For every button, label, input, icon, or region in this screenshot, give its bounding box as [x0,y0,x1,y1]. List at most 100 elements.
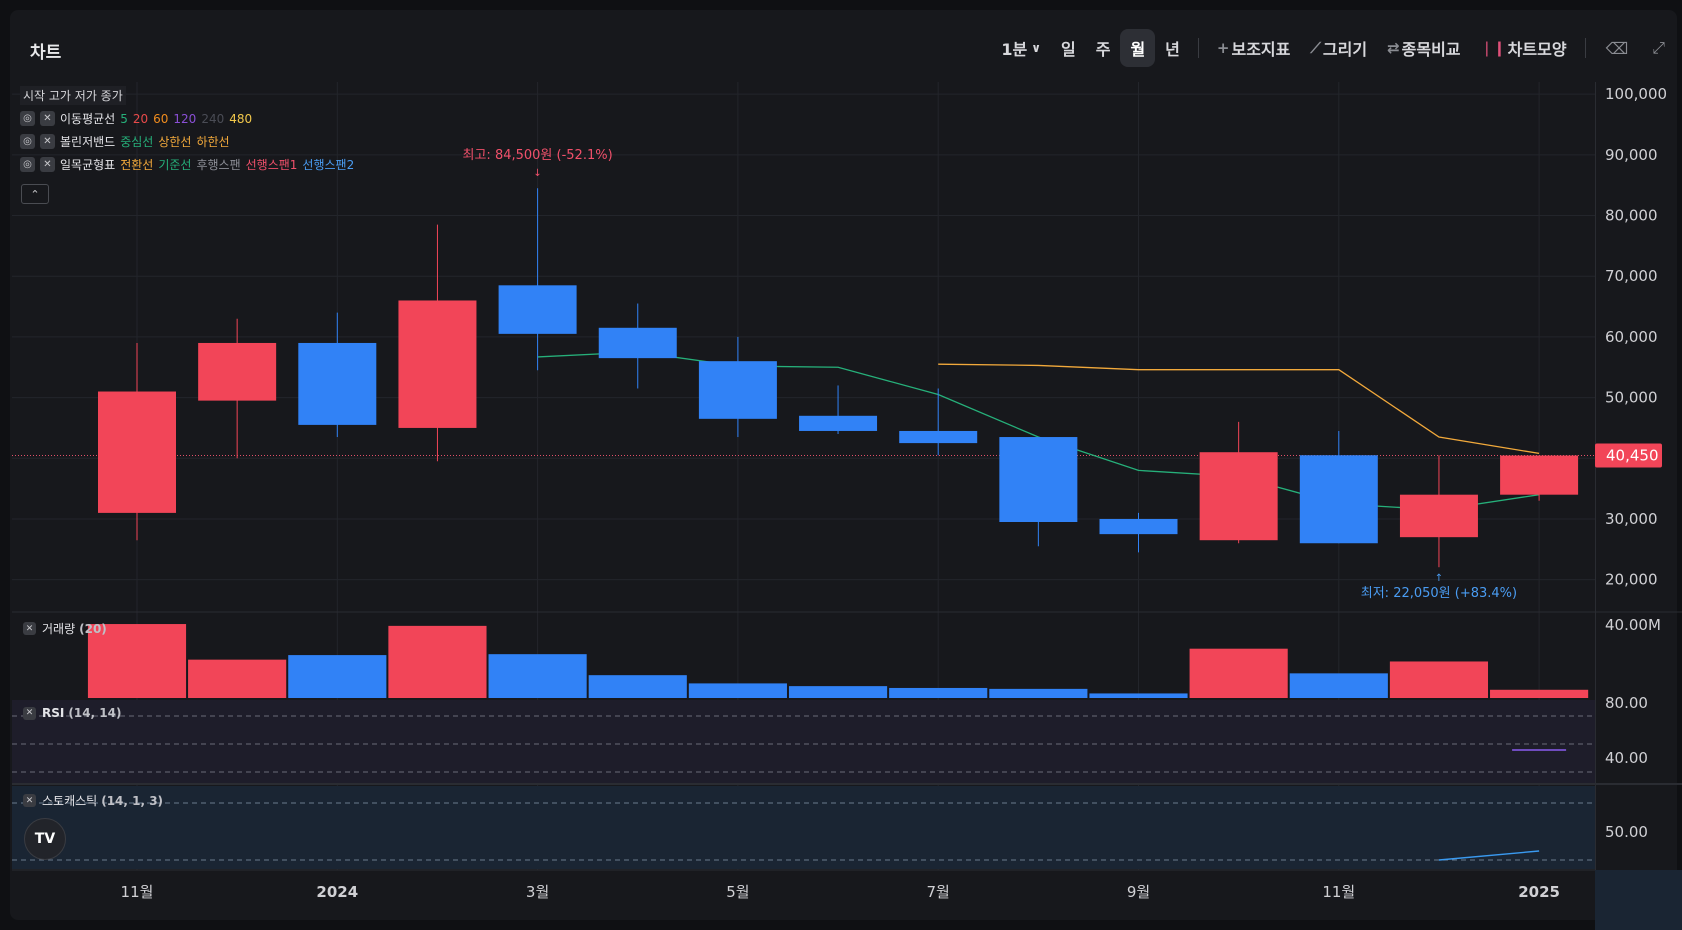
candle-body [799,415,878,431]
close-icon[interactable]: ✕ [23,794,36,807]
toolbar: 1분 ∨ 일 주 월 년 + 보조지표 ⟋ 그리기 ⇄ 종목비교 ❘❙ 차트모양 ⌫ ⤢ [991,28,1677,68]
indicator-legend: ◎ ✕ 볼린저밴드 중심선 상한선 하한선 [20,133,235,150]
eye-off-icon[interactable]: ◎ [20,134,35,149]
max-arrow-icon: ↓ [533,168,541,179]
candle [98,342,176,541]
swap-icon: ⇄ [1387,39,1400,57]
volume-title: 거래량 [42,622,76,636]
candle-body [598,327,677,359]
eye-off-icon[interactable]: ◎ [20,111,35,126]
price-axis-border [1595,82,1596,872]
plus-icon: + [1216,39,1230,57]
collapse-legend-button[interactable]: ⌃ [21,184,49,204]
volume-bar [1490,689,1589,698]
indicator-param: 240 [201,111,225,126]
time-tick-label: 3월 [526,883,549,901]
candle-body [1500,455,1579,495]
price-tick-label: 70,000 [1605,267,1658,285]
close-icon[interactable]: ✕ [40,111,55,126]
trash-icon[interactable]: ⌫ [1605,38,1629,58]
page-title: 차트 [30,43,62,63]
current-price-badge [1595,443,1662,468]
price-tick-label: 20,000 [1605,571,1658,589]
chevron-up-icon: ⌃ [30,187,40,201]
time-tick-label: 2025 [1518,883,1560,901]
min-price-annotation: 최저: 22,050원 (+83.4%) [1361,586,1517,601]
expand-icon[interactable]: ⤢ [1652,38,1665,57]
indicator-legend: ◎ ✕ 이동평균선 5 20 60 120 240 480 [20,110,257,127]
close-icon[interactable]: ✕ [40,157,55,172]
rsi-tick-label: 80.00 [1605,694,1648,712]
candle-body [1199,452,1278,541]
candle [1299,430,1378,544]
candle-body [698,361,777,419]
candle [1099,512,1178,553]
tool-1[interactable]: ⟋ 그리기 [1300,29,1377,67]
interval-label: 주 [1095,40,1111,59]
price-tick-label: 80,000 [1605,207,1658,225]
stochastic-axis-fill [1595,870,1682,930]
volume-bar [488,654,587,698]
candle [999,437,1078,547]
time-tick-label: 5월 [726,883,749,901]
tool-3[interactable]: ❘❙ 차트모양 [1471,29,1577,67]
candle [899,388,978,456]
close-icon[interactable]: ✕ [40,134,55,149]
indicator-param: 기준선 [158,158,192,172]
close-icon[interactable]: ✕ [23,706,36,720]
current-price-label: 40,450 [1606,447,1659,465]
indicator-legend: ◎ ✕ 일목균형표 전환선 기준선 후행스팬 선행스팬1 선행스팬2 [20,156,359,173]
time-tick-label: 9월 [1127,883,1150,901]
candle-body [298,342,377,425]
indicator-param: 전환선 [120,158,154,172]
indicator-param: 120 [173,111,197,126]
indicator-param: 20 [132,111,149,126]
tool-0[interactable]: + 보조지표 [1207,29,1300,67]
rsi-background [12,700,1595,783]
indicator-name: 일목균형표 [60,158,116,172]
tool-label: 종목비교 [1401,40,1461,59]
eye-off-icon[interactable]: ◎ [20,157,35,172]
volume-legend: ✕ 거래량 (20) [23,620,107,637]
price-tick-label: 30,000 [1605,510,1658,528]
indicator-param: 선행스팬1 [245,158,298,172]
stochastic-line [1438,850,1540,861]
close-icon[interactable]: ✕ [23,622,36,635]
candles-icon: ❘❙ [1480,39,1506,57]
toolbar-divider [1197,38,1199,58]
indicator-param: 후행스팬 [196,158,241,172]
interval-label: 일 [1060,40,1076,59]
volume-bar [1289,673,1388,698]
tradingview-logo[interactable]: TV [24,818,66,860]
interval-2[interactable]: 주 [1086,29,1121,67]
indicator-param: 선행스팬2 [302,158,355,172]
candle [799,385,878,434]
volume-bar [87,624,187,698]
volume-bar [388,625,487,698]
indicator-param: 중심선 [120,135,154,149]
candle [698,336,777,438]
candle [1199,421,1278,544]
interval-4[interactable]: 년 [1155,29,1190,67]
candle-body [899,430,978,444]
candle-body [1299,455,1378,544]
interval-label: 년 [1165,40,1180,59]
price-tick-label: 90,000 [1605,146,1658,164]
volume-bar [1389,661,1489,698]
interval-3[interactable]: 월 [1120,29,1156,67]
interval-1[interactable]: 일 [1051,29,1086,67]
candle [1500,455,1579,501]
rsi-legend: ✕ RSI (14, 14) [23,706,121,720]
candle [1399,455,1478,568]
time-tick-label: 7월 [927,883,950,901]
ohlc-legend: 시작 고가 저가 종가 [20,86,126,105]
candle-body [1099,518,1178,535]
candle [298,312,377,438]
tool-2[interactable]: ⇄ 종목비교 [1377,29,1470,67]
candle-body [98,391,176,513]
volume-tick-label: 40.00M [1605,616,1661,634]
interval-0[interactable]: 1분 ∨ [991,29,1051,67]
candle-body [398,300,477,428]
